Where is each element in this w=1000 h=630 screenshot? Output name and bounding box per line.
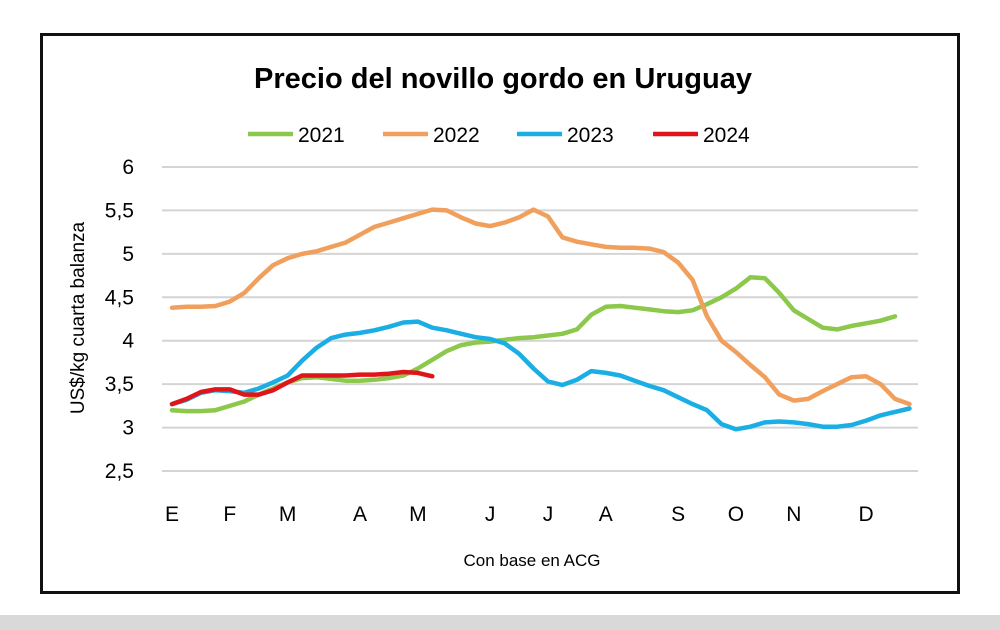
x-tick-label: M bbox=[409, 503, 427, 526]
x-tick-label: M bbox=[279, 503, 297, 526]
y-tick-label: 2,5 bbox=[105, 460, 134, 483]
legend: 2021 2022 2023 2024 bbox=[248, 124, 750, 147]
y-tick-label: 4,5 bbox=[105, 286, 134, 309]
series-lines bbox=[169, 207, 912, 432]
y-tick-label: 3 bbox=[122, 417, 134, 440]
series-line-2022 bbox=[169, 207, 912, 407]
x-tick-label: N bbox=[786, 503, 801, 526]
y-tick-label: 4 bbox=[122, 330, 134, 353]
legend-label-2023: 2023 bbox=[567, 124, 614, 147]
chart-frame bbox=[40, 33, 960, 594]
y-axis-label: US$/kg cuarta balanza bbox=[68, 221, 89, 414]
x-tick-label: F bbox=[223, 503, 236, 526]
series-line-2023 bbox=[169, 319, 912, 432]
legend-label-2022: 2022 bbox=[433, 124, 480, 147]
x-tick-label: A bbox=[599, 503, 613, 526]
x-axis-label: Con base en ACG bbox=[463, 551, 600, 570]
x-tick-label: J bbox=[543, 503, 554, 526]
x-tick-label: D bbox=[858, 503, 873, 526]
x-tick-label: S bbox=[671, 503, 685, 526]
chart-title: Precio del novillo gordo en Uruguay bbox=[254, 63, 752, 95]
x-tick-label: A bbox=[353, 503, 367, 526]
x-tick-label: O bbox=[728, 503, 744, 526]
x-tick-label: E bbox=[165, 503, 179, 526]
y-tick-label: 3,5 bbox=[105, 373, 134, 396]
y-axis-ticks: 2,5 3 3,5 4 4,5 5 5,5 6 bbox=[105, 156, 135, 483]
legend-label-2024: 2024 bbox=[703, 124, 750, 147]
series-line-2024 bbox=[169, 369, 435, 407]
x-tick-label: J bbox=[485, 503, 496, 526]
y-tick-label: 5,5 bbox=[105, 199, 134, 222]
y-tick-label: 6 bbox=[122, 156, 134, 179]
bottom-strip bbox=[0, 615, 1000, 630]
y-tick-label: 5 bbox=[122, 243, 134, 266]
legend-label-2021: 2021 bbox=[298, 124, 345, 147]
